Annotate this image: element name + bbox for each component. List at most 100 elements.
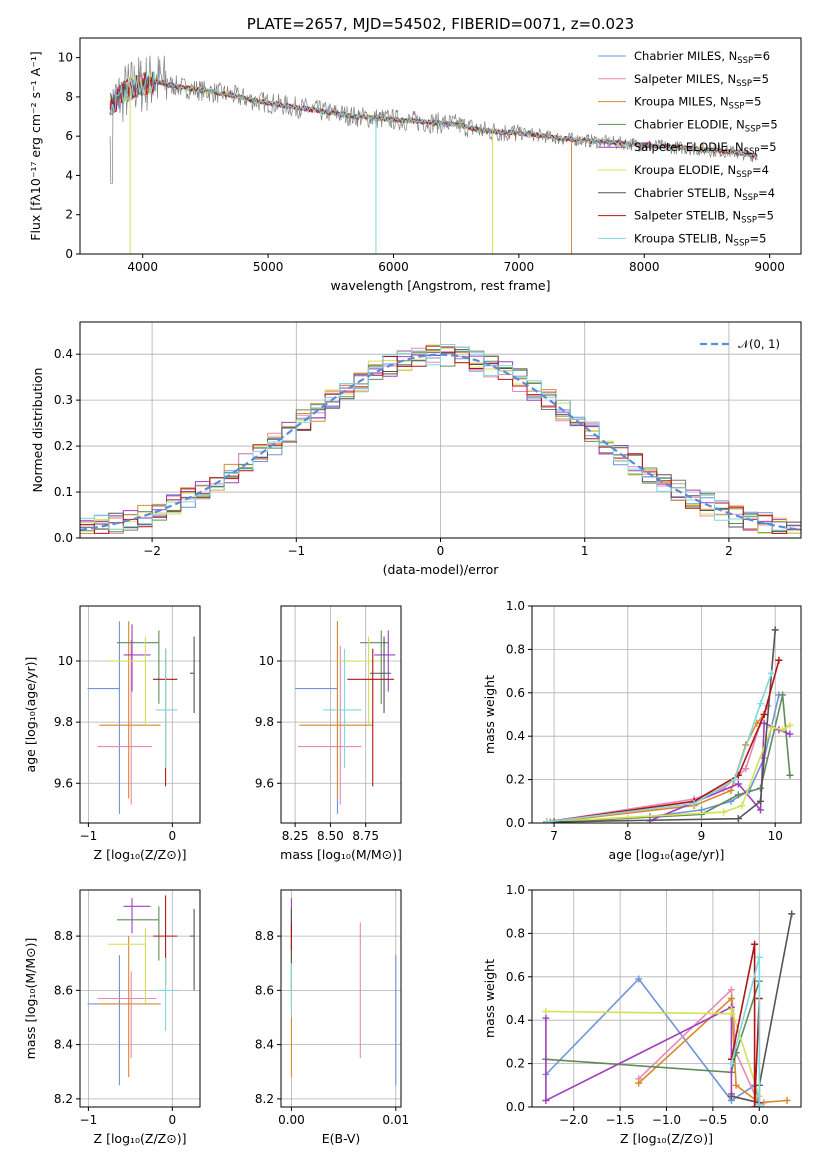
x-axis-label: Z [log₁₀(Z/Z⊙)] bbox=[94, 847, 187, 862]
x-axis-label: E(B-V) bbox=[322, 1131, 361, 1146]
plot-area bbox=[290, 898, 397, 1086]
legend-entry: Salpeter MILES, NSSP=5 bbox=[634, 72, 769, 89]
x-tick-label: 0.0 bbox=[750, 1113, 769, 1127]
y-tick-label: 10 bbox=[58, 51, 73, 65]
y-tick-label: 9.6 bbox=[255, 776, 274, 790]
axes-frame bbox=[531, 889, 802, 1108]
y-axis-label: mass weight bbox=[482, 675, 497, 754]
y-tick-label: 2 bbox=[65, 208, 73, 222]
y-tick-label: 0.4 bbox=[506, 729, 525, 743]
mass-weight-marker bbox=[755, 1101, 763, 1107]
y-tick-label: 0.2 bbox=[506, 773, 525, 787]
y-tick-label: 1.0 bbox=[506, 599, 525, 613]
model-spectrum-line bbox=[109, 71, 758, 159]
y-tick-label: 8.2 bbox=[255, 1092, 274, 1106]
y-tick-label: 4 bbox=[65, 168, 73, 182]
x-axis-label: mass [log₁₀(M/M⊙)] bbox=[280, 847, 402, 862]
x-axis-label: Z [log₁₀(Z/Z⊙)] bbox=[94, 1131, 187, 1146]
x-tick-label: 8.25 bbox=[282, 829, 309, 843]
plot-area bbox=[80, 344, 801, 534]
mass-weight-marker bbox=[698, 810, 706, 818]
spectrum-panel: 4000 5000 6000 7000 8000 9000 0 2 4 6 8 10 wavelengt… bbox=[28, 15, 802, 293]
mass-weight-marker bbox=[738, 802, 746, 810]
mass-weight-marker bbox=[690, 799, 698, 807]
mass-weight-marker bbox=[542, 1008, 550, 1016]
legend-entry: Salpeter STELIB, NSSP=5 bbox=[634, 209, 774, 226]
legend-value: =5 bbox=[749, 231, 766, 245]
mass-weight-marker bbox=[771, 626, 779, 634]
legend-label: Salpeter MILES, N bbox=[634, 72, 736, 86]
x-tick-label: 4000 bbox=[127, 260, 158, 274]
x-tick-label: 8.50 bbox=[317, 829, 344, 843]
mass-weight-marker bbox=[727, 995, 735, 1002]
legend-label: Salpeter STELIB, N bbox=[634, 209, 741, 223]
error-bar-point bbox=[97, 971, 157, 1059]
legend-value: =5 bbox=[761, 117, 778, 131]
mass-weight-marker bbox=[542, 1014, 550, 1022]
y-tick-label: 8.8 bbox=[255, 929, 274, 943]
mass-weight-series-line bbox=[554, 629, 776, 823]
y-tick-label: 0.8 bbox=[506, 642, 525, 656]
mass-weight-marker bbox=[635, 975, 643, 983]
mass-weight-series-line bbox=[545, 1009, 761, 1097]
y-tick-label: 9.8 bbox=[255, 715, 274, 729]
y-tick-label: 8.4 bbox=[54, 1038, 73, 1052]
legend-entry: Kroupa STELIB, NSSP=5 bbox=[634, 231, 766, 248]
y-tick-label: 8.2 bbox=[54, 1092, 73, 1106]
x-tick-label: −1.5 bbox=[606, 1113, 635, 1127]
mass-weight-marker bbox=[727, 1060, 735, 1068]
mass-weight-marker bbox=[768, 669, 776, 677]
y-tick-label: 0.8 bbox=[506, 926, 525, 940]
mass-weight-series-line bbox=[546, 694, 780, 823]
y-tick-label: 8.4 bbox=[255, 1038, 274, 1052]
error-bar-point bbox=[97, 639, 153, 805]
y-tick-label: 9.8 bbox=[54, 715, 73, 729]
y-tick-label: 8.8 bbox=[54, 929, 73, 943]
legend-value: =5 bbox=[760, 140, 777, 154]
mass-weight-series-line bbox=[731, 913, 793, 1104]
observed-spectrum-line bbox=[109, 55, 758, 184]
y-tick-label: 0.4 bbox=[54, 347, 73, 361]
mass-weight-marker bbox=[775, 656, 783, 664]
y-tick-label: 8.6 bbox=[255, 983, 274, 997]
mass-weight-marker bbox=[727, 1005, 735, 1013]
mass-weight-marker bbox=[751, 1103, 759, 1107]
mass-weight-marker bbox=[756, 797, 764, 805]
mass-weight-series-line bbox=[730, 944, 761, 1107]
error-bar-point bbox=[87, 955, 120, 1086]
axes-frame bbox=[79, 321, 802, 539]
plot-area bbox=[543, 626, 794, 823]
normal-curve bbox=[80, 353, 801, 531]
error-bar-point bbox=[295, 621, 339, 814]
mass-weight-vs-age-panel: 7 8 9 10 0.0 0.2 0.4 0.6 0.8 1.0 age [log₁₀(age/yr… bbox=[482, 599, 802, 862]
legend-value: =5 bbox=[752, 72, 769, 86]
grid-lines bbox=[80, 890, 200, 1107]
x-tick-label: 9 bbox=[698, 829, 706, 843]
x-tick-label: 0 bbox=[437, 544, 445, 558]
legend-entry: Chabrier ELODIE, NSSP=5 bbox=[634, 117, 778, 134]
y-tick-label: 0.6 bbox=[506, 686, 525, 700]
y-tick-label: 0.3 bbox=[54, 393, 73, 407]
mass-weight-series-line bbox=[649, 721, 791, 822]
y-tick-label: 0 bbox=[65, 247, 73, 261]
mass-weight-marker bbox=[786, 730, 794, 738]
mass-weight-series-line bbox=[546, 660, 780, 823]
mass-weight-series-line bbox=[554, 694, 791, 823]
mass-weight-marker bbox=[731, 776, 739, 784]
error-bar-point bbox=[189, 636, 195, 713]
y-tick-label: 0.0 bbox=[506, 1100, 525, 1114]
mass-weight-marker bbox=[786, 721, 794, 729]
error-bar-point bbox=[107, 636, 147, 726]
mass-weight-marker bbox=[788, 910, 796, 918]
x-axis-label: age [log₁₀(age/yr)] bbox=[609, 847, 725, 862]
error-bar-point bbox=[189, 908, 195, 991]
mass-weight-marker bbox=[756, 700, 764, 708]
axes-frame bbox=[280, 889, 402, 1108]
y-axis-label: mass [log₁₀(M/M⊙)] bbox=[23, 938, 38, 1060]
x-tick-label: 0 bbox=[168, 829, 176, 843]
legend-value: =5 bbox=[744, 95, 761, 109]
axes-frame bbox=[79, 37, 802, 255]
y-tick-label: 8 bbox=[65, 90, 73, 104]
x-tick-label: −2.0 bbox=[559, 1113, 588, 1127]
